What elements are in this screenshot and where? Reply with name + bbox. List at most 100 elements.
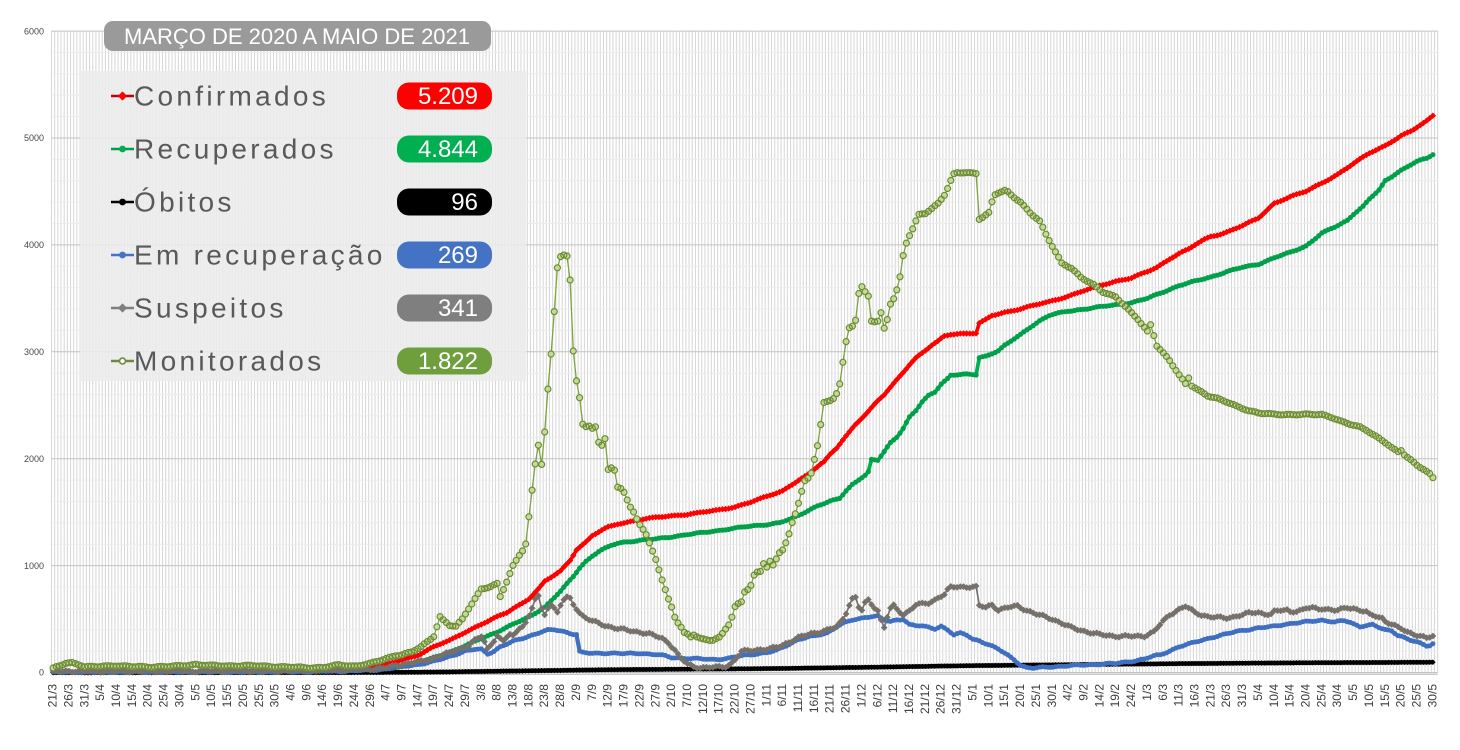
svg-text:7/10: 7/10 [680, 684, 694, 708]
svg-text:10/4: 10/4 [1267, 684, 1281, 708]
svg-text:27/10: 27/10 [743, 684, 757, 714]
svg-text:8/8: 8/8 [490, 684, 504, 701]
svg-text:4/7: 4/7 [379, 684, 393, 701]
svg-text:21/3: 21/3 [1203, 684, 1217, 708]
svg-text:21/12: 21/12 [918, 684, 932, 714]
svg-text:6/3: 6/3 [1156, 684, 1170, 701]
svg-text:30/4: 30/4 [173, 684, 187, 708]
svg-text:31/3: 31/3 [1235, 684, 1249, 708]
svg-text:25/4: 25/4 [157, 684, 171, 708]
svg-text:15/4: 15/4 [125, 684, 139, 708]
svg-text:31/3: 31/3 [77, 684, 91, 708]
svg-text:4/2: 4/2 [1061, 684, 1075, 701]
svg-text:20/4: 20/4 [1299, 684, 1313, 708]
svg-text:23/8: 23/8 [537, 684, 551, 708]
svg-text:24/4: 24/4 [347, 684, 361, 708]
svg-text:30/5: 30/5 [1425, 684, 1439, 708]
svg-text:17/9: 17/9 [617, 684, 631, 708]
svg-text:12/10: 12/10 [696, 684, 710, 714]
svg-text:22/10: 22/10 [728, 684, 742, 714]
svg-text:27/9: 27/9 [648, 684, 662, 708]
svg-text:26/11: 26/11 [839, 684, 853, 713]
svg-text:11/11: 11/11 [791, 684, 805, 713]
svg-text:0: 0 [39, 668, 44, 678]
svg-text:14/2: 14/2 [1092, 684, 1106, 708]
svg-text:269: 269 [438, 242, 478, 269]
svg-text:14/6: 14/6 [315, 684, 329, 708]
svg-text:Em recuperação: Em recuperação [134, 240, 386, 271]
svg-text:5000: 5000 [24, 133, 44, 143]
svg-text:MARÇO DE 2020 A MAIO DE 2021: MARÇO DE 2020 A MAIO DE 2021 [124, 24, 470, 49]
svg-text:16/11: 16/11 [807, 684, 821, 713]
svg-text:2/10: 2/10 [664, 684, 678, 708]
svg-text:11/3: 11/3 [1172, 684, 1186, 707]
svg-text:6/12: 6/12 [870, 684, 884, 708]
svg-text:7/9: 7/9 [585, 684, 599, 701]
svg-text:21/11: 21/11 [823, 684, 837, 713]
svg-text:25/1: 25/1 [1029, 684, 1043, 708]
svg-text:1/12: 1/12 [854, 684, 868, 708]
svg-text:9/2: 9/2 [1077, 684, 1091, 701]
svg-text:Confirmados: Confirmados [134, 81, 329, 112]
svg-text:3000: 3000 [24, 347, 44, 357]
svg-text:14/7: 14/7 [410, 684, 424, 708]
svg-text:26/12: 26/12 [934, 684, 948, 714]
svg-text:1.822: 1.822 [418, 348, 478, 375]
svg-text:Óbitos: Óbitos [134, 187, 235, 218]
svg-text:25/4: 25/4 [1314, 684, 1328, 708]
svg-text:341: 341 [438, 295, 478, 322]
svg-text:Suspeitos: Suspeitos [134, 293, 287, 324]
svg-text:11/12: 11/12 [886, 684, 900, 713]
svg-text:24/7: 24/7 [442, 684, 456, 708]
svg-text:22/9: 22/9 [632, 684, 646, 708]
svg-text:5/5: 5/5 [1346, 684, 1360, 701]
svg-text:26/3: 26/3 [61, 684, 75, 708]
svg-text:19/2: 19/2 [1108, 684, 1122, 708]
svg-text:10/5: 10/5 [1362, 684, 1376, 708]
svg-text:10/1: 10/1 [981, 684, 995, 708]
svg-text:15/5: 15/5 [220, 684, 234, 708]
svg-text:16/3: 16/3 [1188, 684, 1202, 708]
svg-text:96: 96 [451, 189, 478, 216]
svg-text:Monitorados: Monitorados [134, 346, 324, 377]
svg-text:1000: 1000 [24, 561, 44, 571]
svg-text:2/9: 2/9 [569, 684, 583, 701]
svg-text:12/9: 12/9 [601, 684, 615, 708]
svg-text:26/3: 26/3 [1219, 684, 1233, 708]
svg-text:20/5: 20/5 [236, 684, 250, 708]
svg-text:17/10: 17/10 [712, 684, 726, 714]
svg-text:30/5: 30/5 [268, 684, 282, 708]
svg-text:15/4: 15/4 [1283, 684, 1297, 708]
svg-text:25/5: 25/5 [1410, 684, 1424, 708]
svg-text:20/4: 20/4 [141, 684, 155, 708]
svg-text:28/8: 28/8 [553, 684, 567, 708]
svg-text:5.209: 5.209 [418, 83, 478, 110]
svg-text:9/7: 9/7 [395, 684, 409, 701]
svg-text:10/4: 10/4 [109, 684, 123, 708]
svg-text:5/4: 5/4 [1251, 684, 1265, 701]
svg-text:9/6: 9/6 [299, 684, 313, 701]
svg-text:18/8: 18/8 [521, 684, 535, 708]
svg-text:24/2: 24/2 [1124, 684, 1138, 708]
svg-text:20/1: 20/1 [1013, 684, 1027, 708]
svg-text:15/1: 15/1 [997, 684, 1011, 708]
svg-text:31/12: 31/12 [950, 684, 964, 714]
svg-text:30/4: 30/4 [1330, 684, 1344, 708]
svg-text:3/8: 3/8 [474, 684, 488, 701]
svg-text:4.844: 4.844 [418, 136, 478, 163]
svg-text:29/6: 29/6 [363, 684, 377, 708]
svg-text:30/1: 30/1 [1045, 684, 1059, 708]
svg-text:13/8: 13/8 [506, 684, 520, 708]
svg-text:1/11: 1/11 [759, 684, 773, 707]
svg-text:15/5: 15/5 [1378, 684, 1392, 708]
svg-text:19/6: 19/6 [331, 684, 345, 708]
svg-text:6/11: 6/11 [775, 684, 789, 707]
svg-text:1/3: 1/3 [1140, 684, 1154, 701]
svg-text:19/7: 19/7 [426, 684, 440, 708]
svg-text:2000: 2000 [24, 454, 44, 464]
svg-text:16/12: 16/12 [902, 684, 916, 714]
svg-text:25/5: 25/5 [252, 684, 266, 708]
svg-text:4000: 4000 [24, 240, 44, 250]
svg-text:5/5: 5/5 [188, 684, 202, 701]
svg-text:21/3: 21/3 [46, 684, 60, 708]
